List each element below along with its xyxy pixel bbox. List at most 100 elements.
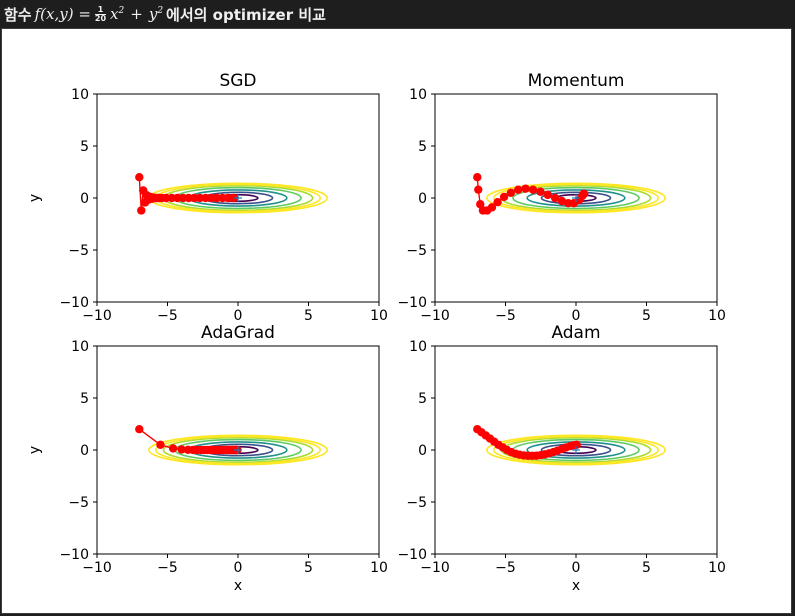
y-axis-label: y [27, 194, 43, 202]
trajectory [135, 425, 242, 455]
y-tick-label: 10 [71, 339, 89, 355]
y-tick-label: −10 [59, 295, 89, 311]
contour-level-6 [492, 435, 660, 465]
trajectory-point-22 [579, 189, 589, 199]
y-tick-label: 10 [409, 339, 427, 355]
fraction-denominator: 20 [94, 13, 107, 23]
x-axis-label: x [572, 578, 580, 594]
x-tick-label: −5 [157, 308, 178, 324]
y-tick-label: 0 [80, 191, 89, 207]
y-tick-label: 10 [71, 87, 89, 103]
x-tick-label: −5 [495, 308, 516, 324]
trajectory-point-8 [499, 192, 509, 202]
y-tick-label: −5 [406, 495, 427, 511]
minimum-marker [234, 194, 242, 202]
y-tick-label: 0 [80, 443, 89, 459]
minimum-marker [572, 194, 580, 202]
y-tick-label: −10 [397, 295, 427, 311]
heading-fraction: 1 20 [94, 5, 107, 23]
trajectory-point-4 [177, 445, 186, 454]
contour-level-7 [486, 434, 666, 466]
x-tick-label: 5 [642, 308, 651, 324]
x-tick-label: −10 [82, 308, 112, 324]
contour-level-6 [154, 435, 322, 465]
y-tick-label: 5 [80, 391, 89, 407]
trajectory-point-1 [135, 425, 144, 434]
contour-level-6 [492, 183, 660, 213]
trajectory-point-26 [229, 193, 238, 203]
heading-x-term: x2 [110, 5, 125, 23]
trajectory-point-10 [513, 185, 523, 194]
trajectory-point-15 [550, 193, 560, 203]
y-tick-label: −10 [59, 547, 89, 563]
x-exponent: 2 [118, 6, 125, 16]
x-tick-label: 0 [234, 560, 243, 576]
subplot-title: AdaGrad [201, 323, 275, 343]
trajectory-point-6 [487, 203, 497, 212]
trajectory-point-2 [474, 185, 483, 194]
x-tick-label: −5 [157, 560, 178, 576]
y-tick-label: 0 [418, 191, 427, 207]
trajectory-point-7 [493, 197, 502, 207]
y-tick-label: −5 [68, 495, 89, 511]
heading-function: f(x,y) = [34, 5, 91, 23]
x-axis-label: x [234, 578, 242, 594]
subplot-adam: −10 −5 0 5 10 −10 −5 0 5 10 Adam x [397, 323, 725, 594]
figure-heading: 함수 f(x,y) = 1 20 x2 + y2 에서의 optimizer 비… [0, 0, 795, 28]
x-tick-label: 0 [572, 308, 581, 324]
contour-level-7 [486, 182, 666, 214]
x-tick-label: −10 [82, 560, 112, 576]
y-tick-label: −5 [68, 243, 89, 259]
heading-y-term: y2 [148, 5, 164, 23]
trajectory-point-16 [557, 196, 567, 206]
x-tick-label: 5 [304, 308, 313, 324]
x-tick-label: 10 [370, 560, 388, 576]
contour-level-7 [148, 434, 328, 466]
figure-output: −10 −5 0 5 10 −10 −5 0 5 10 SGD y −10 −5 0 5 10 −10 −5 0 5 10… [1, 28, 792, 614]
y-tick-label: −10 [397, 547, 427, 563]
x-tick-label: 10 [708, 308, 726, 324]
trajectory-point-1 [473, 173, 482, 182]
fraction-numerator: 1 [94, 5, 107, 15]
contour-level-5 [162, 436, 314, 464]
subplot-title: Momentum [528, 71, 625, 91]
heading-plus: + [130, 5, 143, 23]
x-tick-label: 10 [708, 560, 726, 576]
contour-level-4 [512, 186, 640, 210]
x-tick-label: −10 [420, 308, 450, 324]
heading-suffix: 에서의 optimizer 비교 [166, 5, 326, 24]
y-tick-label: 5 [418, 391, 427, 407]
x-tick-label: 5 [642, 560, 651, 576]
x-tick-label: 5 [304, 560, 313, 576]
x-tick-label: 10 [370, 308, 388, 324]
trajectory-point-13 [536, 187, 545, 196]
trajectory-point-1 [135, 173, 144, 182]
optimizer-comparison-figure: −10 −5 0 5 10 −10 −5 0 5 10 SGD y −10 −5 0 5 10 −10 −5 0 5 10… [27, 71, 726, 594]
trajectory-point-11 [521, 184, 530, 193]
x-tick-label: −10 [420, 560, 450, 576]
y-tick-label: 5 [80, 139, 89, 155]
y-tick-label: 10 [409, 87, 427, 103]
x-tick-label: 0 [234, 308, 243, 324]
x-tick-label: 0 [572, 560, 581, 576]
trajectory-point-2 [156, 440, 165, 449]
trajectory-point-3 [168, 444, 178, 453]
subplot-title: SGD [219, 71, 256, 91]
y-tick-label: 0 [418, 443, 427, 459]
trajectory [135, 173, 238, 215]
subplot-title: Adam [551, 323, 600, 343]
subplot-momentum: −10 −5 0 5 10 −10 −5 0 5 10 Momentum [397, 71, 725, 324]
minimum-marker [234, 446, 242, 454]
trajectory-point-25 [572, 440, 581, 449]
trajectory-point-12 [528, 185, 538, 194]
trajectory-point-14 [543, 190, 552, 200]
trajectory [473, 425, 581, 461]
minimum-marker [572, 446, 580, 454]
trajectory-point-9 [506, 188, 516, 197]
y-axis-label: y [27, 446, 43, 454]
x-tick-label: −5 [495, 560, 516, 576]
subplot-adagrad: −10 −5 0 5 10 −10 −5 0 5 10 AdaGrad y x [27, 323, 388, 594]
trajectory-point-2 [137, 206, 146, 215]
subplot-sgd: −10 −5 0 5 10 −10 −5 0 5 10 SGD y [27, 71, 388, 324]
y-tick-label: 5 [418, 139, 427, 155]
